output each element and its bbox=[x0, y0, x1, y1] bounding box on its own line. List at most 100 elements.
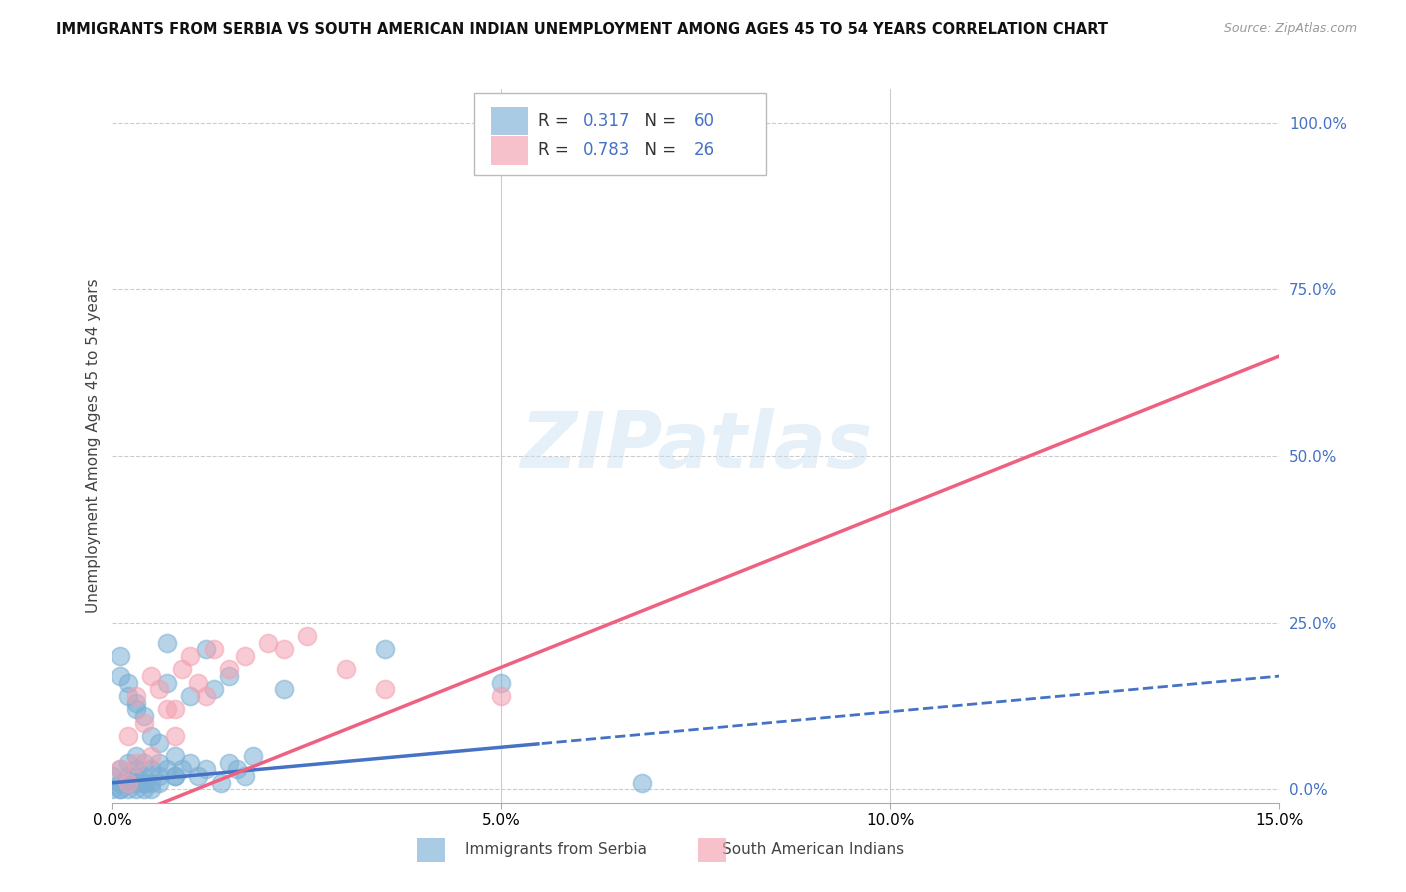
Point bbox=[110, 782, 132, 797]
Point bbox=[110, 776, 132, 790]
Point bbox=[132, 782, 155, 797]
Point bbox=[194, 642, 217, 657]
Point bbox=[141, 749, 163, 764]
Point bbox=[141, 763, 163, 777]
Point bbox=[117, 769, 139, 783]
Point bbox=[163, 702, 186, 716]
FancyBboxPatch shape bbox=[418, 838, 446, 862]
Point bbox=[172, 662, 194, 676]
Text: IMMIGRANTS FROM SERBIA VS SOUTH AMERICAN INDIAN UNEMPLOYMENT AMONG AGES 45 TO 54: IMMIGRANTS FROM SERBIA VS SOUTH AMERICAN… bbox=[56, 22, 1108, 37]
Point bbox=[202, 642, 225, 657]
Point bbox=[117, 776, 139, 790]
FancyBboxPatch shape bbox=[699, 838, 727, 862]
Point bbox=[148, 682, 170, 697]
Point bbox=[179, 649, 201, 664]
Point bbox=[335, 662, 357, 676]
Point bbox=[156, 675, 179, 690]
Point bbox=[132, 709, 155, 723]
Point bbox=[125, 776, 148, 790]
Point bbox=[148, 776, 170, 790]
Point bbox=[125, 782, 148, 797]
Point bbox=[630, 776, 652, 790]
Point bbox=[101, 782, 124, 797]
Point bbox=[218, 669, 240, 683]
Point bbox=[110, 649, 132, 664]
Point bbox=[132, 756, 155, 770]
Text: ZIPatlas: ZIPatlas bbox=[520, 408, 872, 484]
Point bbox=[630, 115, 652, 129]
Text: R =: R = bbox=[538, 112, 575, 130]
Point bbox=[132, 776, 155, 790]
Text: Source: ZipAtlas.com: Source: ZipAtlas.com bbox=[1223, 22, 1357, 36]
Point bbox=[141, 729, 163, 743]
Point bbox=[125, 689, 148, 703]
Point bbox=[218, 756, 240, 770]
Point bbox=[194, 689, 217, 703]
Point bbox=[179, 756, 201, 770]
Point bbox=[117, 776, 139, 790]
Point bbox=[273, 642, 295, 657]
Point bbox=[233, 769, 256, 783]
Point bbox=[156, 702, 179, 716]
Point bbox=[156, 636, 179, 650]
Point bbox=[148, 769, 170, 783]
Point bbox=[148, 736, 170, 750]
Point bbox=[110, 782, 132, 797]
Point bbox=[295, 629, 318, 643]
Y-axis label: Unemployment Among Ages 45 to 54 years: Unemployment Among Ages 45 to 54 years bbox=[86, 278, 101, 614]
Point bbox=[202, 682, 225, 697]
FancyBboxPatch shape bbox=[491, 136, 527, 164]
Point bbox=[163, 769, 186, 783]
FancyBboxPatch shape bbox=[491, 107, 527, 136]
Text: R =: R = bbox=[538, 141, 575, 160]
Point bbox=[125, 696, 148, 710]
Point bbox=[491, 689, 513, 703]
Point bbox=[132, 776, 155, 790]
Point bbox=[117, 776, 139, 790]
Point bbox=[125, 763, 148, 777]
Point bbox=[117, 776, 139, 790]
Point bbox=[242, 749, 264, 764]
Text: South American Indians: South American Indians bbox=[721, 842, 904, 856]
Point bbox=[110, 763, 132, 777]
Point bbox=[110, 763, 132, 777]
Point bbox=[491, 675, 513, 690]
Point bbox=[187, 675, 209, 690]
Point bbox=[257, 636, 280, 650]
Text: N =: N = bbox=[634, 141, 682, 160]
Point bbox=[163, 729, 186, 743]
Point bbox=[141, 776, 163, 790]
Point bbox=[110, 669, 132, 683]
Point bbox=[101, 769, 124, 783]
Point bbox=[117, 729, 139, 743]
Point bbox=[148, 756, 170, 770]
Text: Immigrants from Serbia: Immigrants from Serbia bbox=[465, 842, 647, 856]
Point bbox=[163, 749, 186, 764]
Text: 0.317: 0.317 bbox=[582, 112, 630, 130]
Text: 26: 26 bbox=[693, 141, 714, 160]
Point bbox=[125, 756, 148, 770]
Point bbox=[233, 649, 256, 664]
Point bbox=[226, 763, 249, 777]
Point bbox=[125, 749, 148, 764]
Point bbox=[117, 756, 139, 770]
Text: 60: 60 bbox=[693, 112, 714, 130]
Point bbox=[187, 769, 209, 783]
Point bbox=[141, 782, 163, 797]
Point bbox=[117, 675, 139, 690]
FancyBboxPatch shape bbox=[474, 93, 766, 175]
Point bbox=[179, 689, 201, 703]
Point bbox=[125, 769, 148, 783]
Point bbox=[209, 776, 232, 790]
Point bbox=[273, 682, 295, 697]
Point bbox=[132, 715, 155, 730]
Point bbox=[172, 763, 194, 777]
Text: N =: N = bbox=[634, 112, 682, 130]
Point bbox=[374, 642, 396, 657]
Point bbox=[117, 689, 139, 703]
Point bbox=[374, 682, 396, 697]
Point bbox=[141, 669, 163, 683]
Point bbox=[163, 769, 186, 783]
Text: 0.783: 0.783 bbox=[582, 141, 630, 160]
Point bbox=[132, 769, 155, 783]
